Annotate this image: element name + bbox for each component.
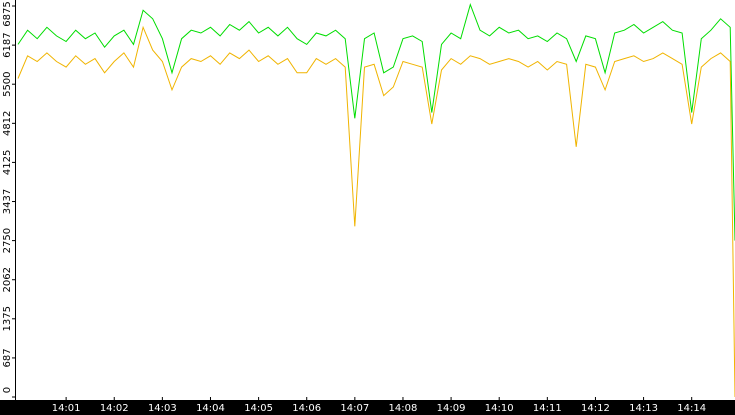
y-tick-label: 687: [2, 348, 13, 367]
y-tick-label: 2062: [2, 267, 13, 292]
x-tick-label: 14:11: [533, 403, 562, 414]
x-tick-label: 14:02: [100, 403, 129, 414]
x-tick-label: 14:12: [581, 403, 610, 414]
x-tick-label: 14:05: [244, 403, 273, 414]
series-line: [17, 3, 735, 241]
y-tick-label: 6875: [2, 1, 13, 26]
series-line: [17, 25, 735, 398]
y-tick-label: 4125: [2, 150, 13, 175]
x-tick-label: 14:14: [677, 403, 706, 414]
x-tick-label: 14:07: [340, 403, 369, 414]
x-tick-label: 14:01: [52, 403, 81, 414]
y-tick-label: 5500: [2, 71, 13, 96]
y-tick-label: 4812: [2, 111, 13, 136]
x-axis-bar: [0, 400, 735, 415]
x-tick-label: 14:08: [389, 403, 418, 414]
x-tick-label: 14:09: [437, 403, 466, 414]
x-tick-label: 14:04: [196, 403, 225, 414]
x-tick-label: 14:13: [629, 403, 658, 414]
y-tick-label: 2750: [2, 228, 13, 253]
y-tick-label: 0: [2, 387, 13, 393]
x-tick-label: 14:06: [292, 403, 321, 414]
y-tick-label: 1375: [2, 306, 13, 331]
x-tick-label: 14:10: [485, 403, 514, 414]
y-tick-label: 6187: [2, 32, 13, 57]
y-tick-label: 3437: [2, 189, 13, 214]
x-tick-label: 14:03: [148, 403, 177, 414]
